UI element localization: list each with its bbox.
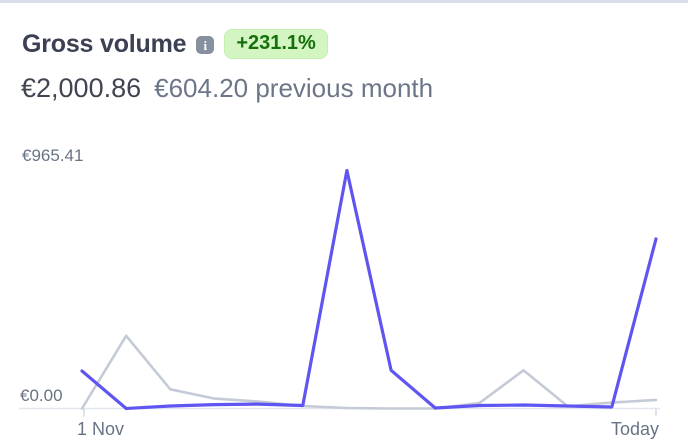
percent-change-badge: +231.1% [224, 29, 328, 59]
card-top-divider [0, 0, 688, 3]
series-line-current-month [80, 168, 658, 411]
page-title: Gross volume [22, 29, 187, 58]
series-line-previous-month [80, 334, 658, 410]
title-row: Gross volume i +231.1% [22, 29, 328, 59]
x-axis-end-label: Today [610, 419, 659, 439]
y-axis-max-label: €965.41 [22, 146, 84, 165]
metrics-row: €2,000.86 €604.20 previous month [21, 73, 433, 104]
y-axis-zero-label: €0.00 [20, 386, 63, 405]
info-icon[interactable]: i [196, 36, 215, 54]
current-period-value: €2,000.86 [21, 73, 142, 103]
x-axis-start-label: 1 Nov [77, 419, 125, 439]
previous-period-value: €604.20 previous month [154, 73, 434, 103]
